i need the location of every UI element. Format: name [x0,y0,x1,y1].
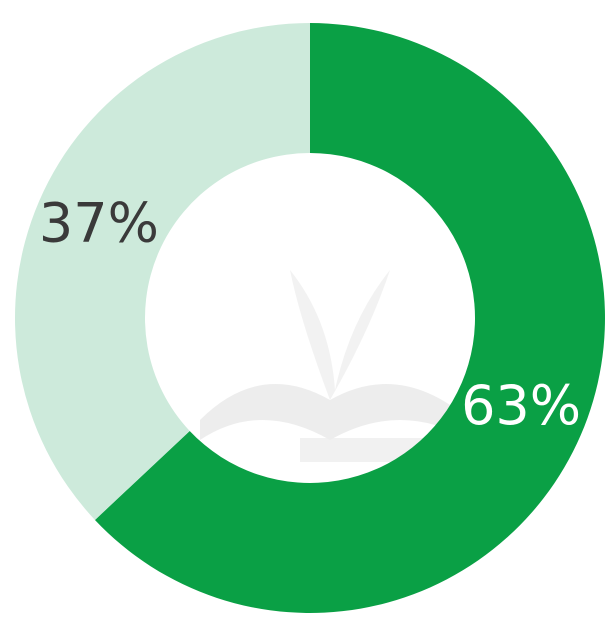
donut-segment [94,23,605,613]
value-label: 37% [39,191,159,254]
book-illustration [200,270,470,462]
donut-segment [14,23,311,520]
plot-area: 63% 37% [14,23,605,613]
value-label: 63% [461,374,581,437]
book-page-fan [290,270,390,400]
book-pages [200,384,470,440]
